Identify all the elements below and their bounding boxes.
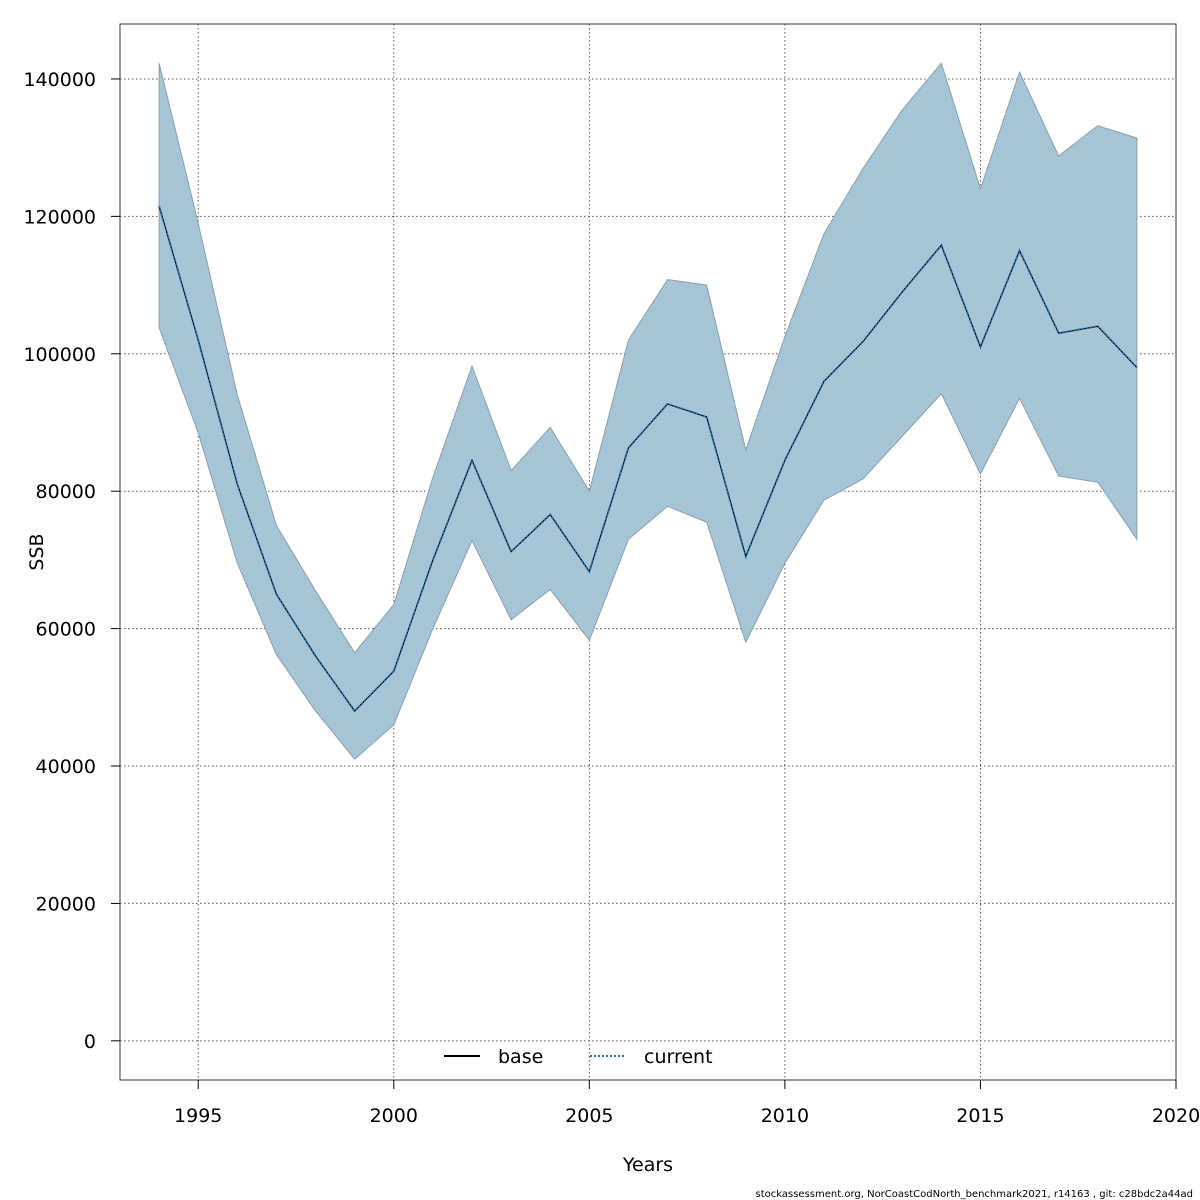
legend-item-base: base xyxy=(444,1046,543,1068)
y-tick-label-60000: 60000 xyxy=(36,619,96,641)
legend-label-current: current xyxy=(644,1046,713,1068)
x-tick-label-1995: 1995 xyxy=(174,1105,222,1127)
x-tick-label-2005: 2005 xyxy=(565,1105,613,1127)
plot-frame xyxy=(119,23,1177,1081)
y-tick-label-0: 0 xyxy=(84,1031,96,1053)
y-tick-label-40000: 40000 xyxy=(36,756,96,778)
series-line-current-dots xyxy=(158,205,1138,712)
x-tick-label-2015: 2015 xyxy=(956,1105,1004,1127)
confidence-band-layer xyxy=(158,62,1138,760)
y-tick-label-20000: 20000 xyxy=(36,893,96,915)
series-lines xyxy=(158,205,1138,713)
confidence-band xyxy=(158,62,1138,760)
series-line-current xyxy=(158,205,1138,713)
axes: 1995 2000 2005 2010 2015 2020 0 20000 40000 60000… xyxy=(23,23,1200,1127)
legend-label-base: base xyxy=(498,1046,543,1068)
legend: base current xyxy=(444,1046,713,1068)
x-axis-title: Years xyxy=(622,1154,673,1176)
y-axis-title: SSB xyxy=(26,533,48,570)
y-tick-label-80000: 80000 xyxy=(36,481,96,503)
legend-item-current: current xyxy=(590,1046,713,1068)
x-tick-label-2020: 2020 xyxy=(1152,1105,1200,1127)
x-tick-label-2000: 2000 xyxy=(370,1105,418,1127)
y-tick-label-120000: 120000 xyxy=(23,206,96,228)
footer-credit: stockassessment.org, NorCoastCodNorth_be… xyxy=(756,1189,1193,1200)
y-tick-label-140000: 140000 xyxy=(23,69,96,91)
y-tick-label-100000: 100000 xyxy=(23,344,96,366)
x-tick-label-2010: 2010 xyxy=(761,1105,809,1127)
